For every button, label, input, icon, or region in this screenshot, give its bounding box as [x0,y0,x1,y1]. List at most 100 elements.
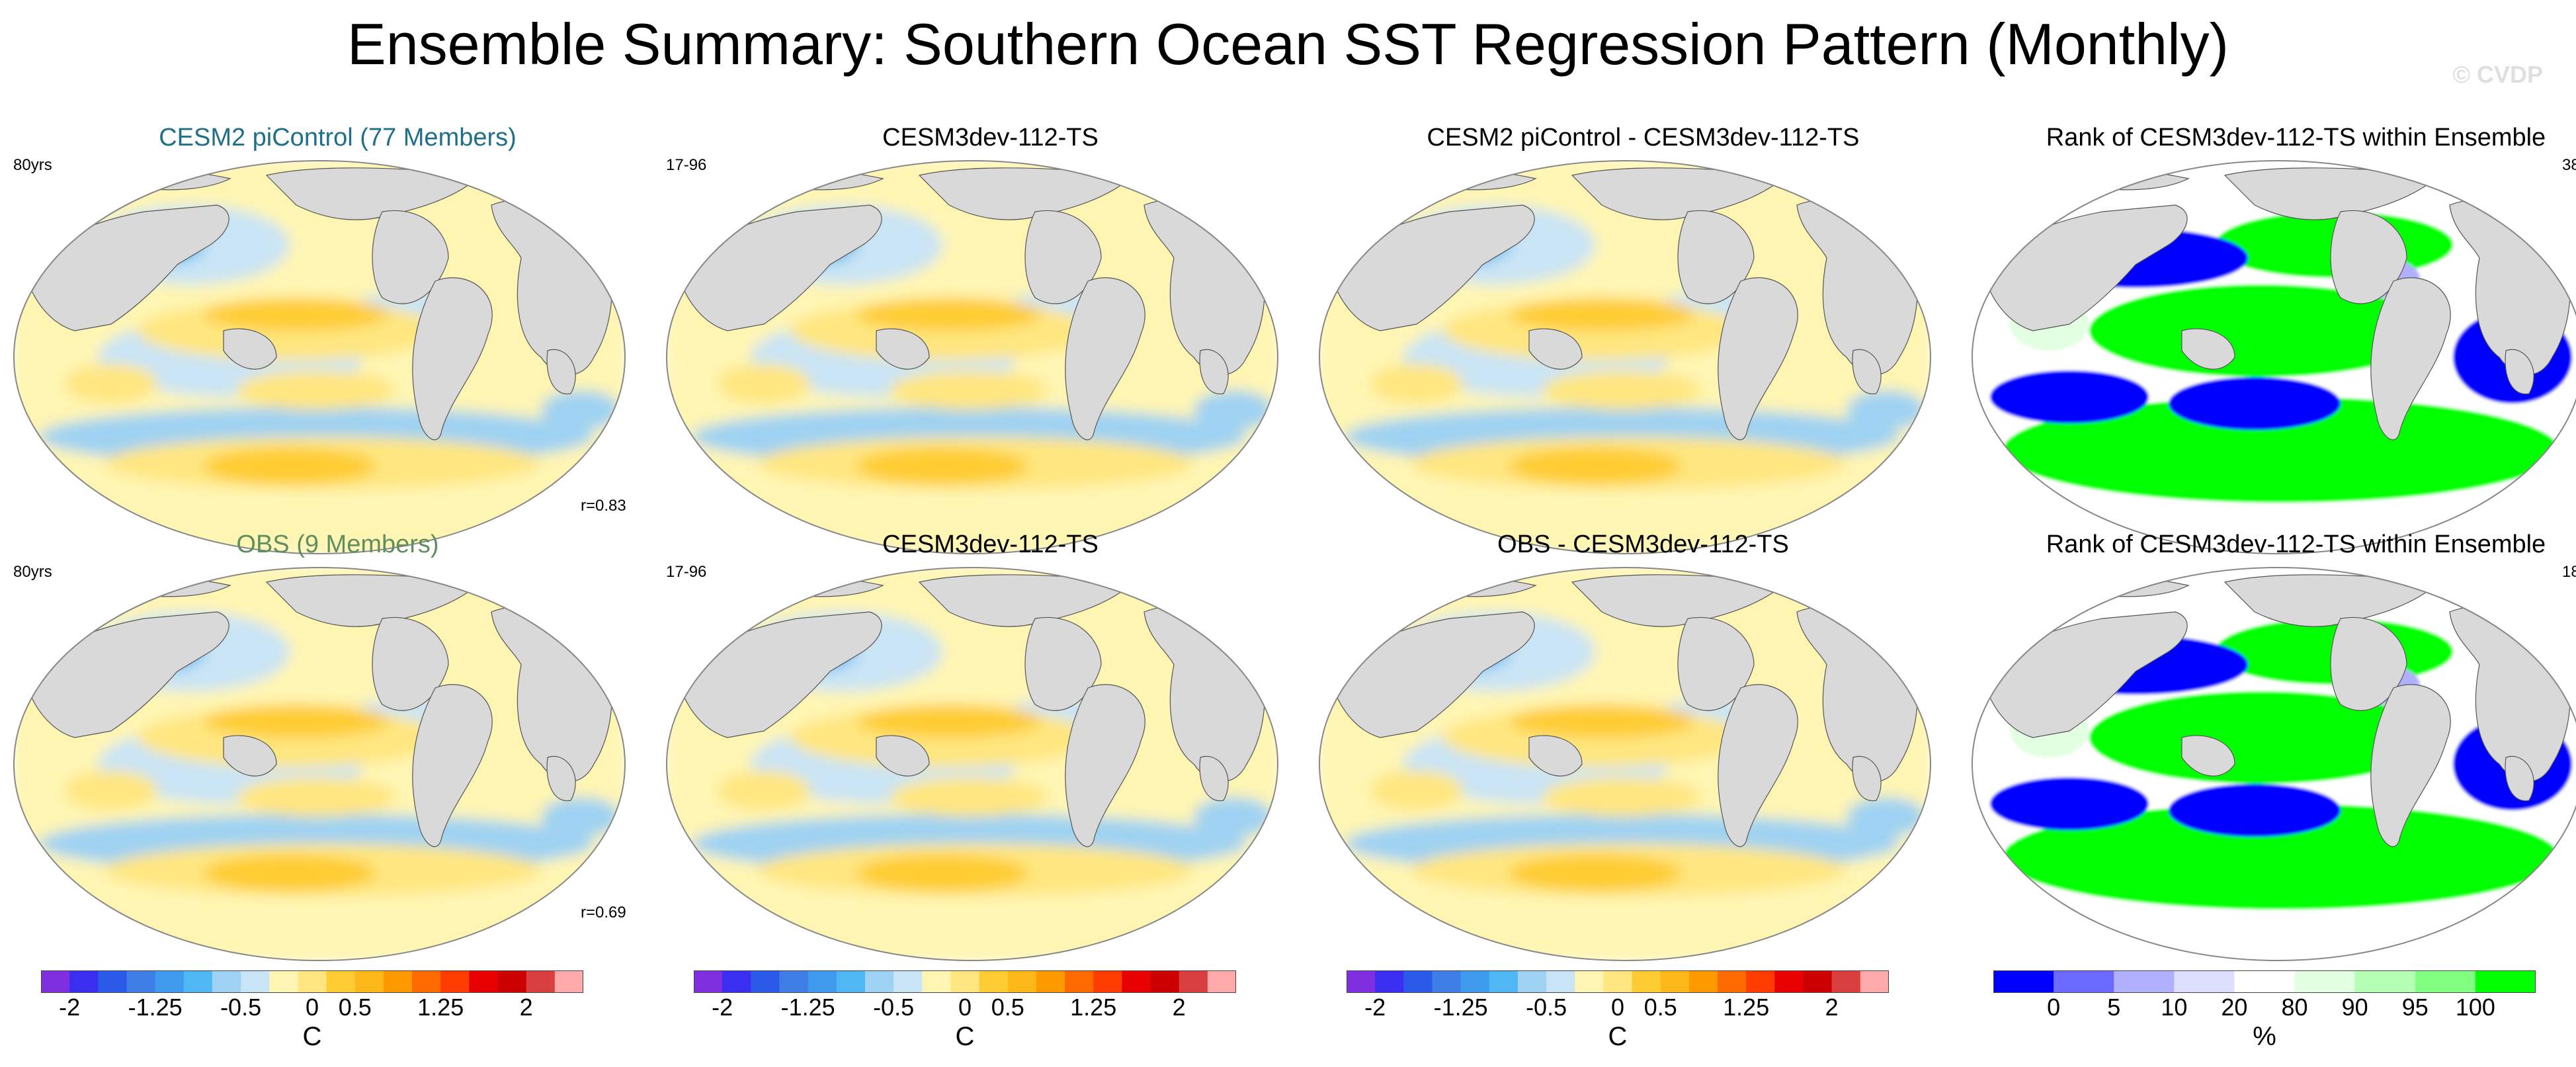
colorbar-tick-label: -0.5 [1526,994,1567,1021]
colorbar-swatch [41,970,70,993]
colorbar-tick-label: 5 [2107,994,2121,1021]
colorbar-swatch [1831,970,1861,993]
map-field [1319,161,1931,554]
colorbar-tick-label: 20 [2221,994,2248,1021]
colorbar-tick-label: 95 [2401,994,2429,1021]
map-r2c3 [1319,567,1931,961]
colorbar-swatch [922,970,951,993]
colorbar-tick-label: -2 [712,994,733,1021]
panel-title-r2c4: Rank of CESM3dev-112-TS within Ensemble [2046,531,2546,558]
panel-years-r2c1: 80yrs [13,563,52,581]
colorbar-swatch [864,970,894,993]
map-r2c4 [1972,567,2576,961]
colorbar-swatch [497,970,527,993]
colorbar-swatch [269,970,298,993]
colorbar-swatch [1774,970,1804,993]
colorbar-tick-label: 0.5 [991,994,1024,1021]
colorbar-tick-label: -1.25 [1433,994,1488,1021]
colorbar-swatch [241,970,270,993]
colorbar-1 [41,970,583,993]
colorbar-swatch [1632,970,1661,993]
map-r1c1 [13,160,626,554]
colorbar-swatch [440,970,470,993]
colorbar-tick-label: 100 [2455,994,2495,1021]
panel-years-r1c2: 17-96 [666,156,707,174]
colorbar-tick-label: 80 [2281,994,2308,1021]
colorbar-swatch [2054,970,2114,993]
colorbar-tick-label: -0.5 [873,994,915,1021]
colorbar-swatch [1546,970,1575,993]
colorbar-tick-label: 0 [305,994,319,1021]
colorbar-swatch [2294,970,2356,993]
colorbar-swatch [950,970,980,993]
map-field [667,161,1278,554]
panel-years-r1c1: 80yrs [13,156,52,174]
colorbar-swatch [694,970,723,993]
colorbar-2 [694,970,1236,993]
colorbar-tick-label: 1.25 [1070,994,1117,1021]
colorbar-swatch [1489,970,1518,993]
colorbar-swatch [469,970,499,993]
colorbar-tick-label: -2 [59,994,81,1021]
colorbar-swatch [2174,970,2235,993]
colorbar-tick-label: 2 [1172,994,1186,1021]
colorbar-swatch [808,970,837,993]
colorbar-3 [1347,970,1889,993]
colorbar-unit: C [955,1022,975,1051]
colorbar-swatch [412,970,441,993]
map-field [1319,568,1931,960]
colorbar-swatch [1207,970,1236,993]
colorbar-swatch [1036,970,1065,993]
colorbar-swatch [1603,970,1633,993]
map-field [667,568,1278,960]
colorbar-unit: % [2253,1022,2276,1051]
colorbar-tick-label: 0 [1610,994,1625,1021]
colorbar-swatch [2475,970,2536,993]
colorbar-swatch [1375,970,1404,993]
colorbar-swatch [526,970,556,993]
page-title: Ensemble Summary: Southern Ocean SST Reg… [347,11,2229,77]
colorbar-tick-label: 2 [1825,994,1839,1021]
map-field [14,161,625,554]
colorbar-tick-label: 0 [2047,994,2061,1021]
colorbar-tick-label: -1.25 [128,994,183,1021]
watermark: © CVDP [2452,61,2543,88]
colorbar-swatch [1688,970,1718,993]
colorbar-swatch [1065,970,1094,993]
colorbar-swatch [126,970,156,993]
colorbar-swatch [893,970,923,993]
colorbar-swatch [2114,970,2175,993]
colorbar-swatch [1660,970,1690,993]
colorbar-swatch [2415,970,2476,993]
colorbar-swatch [155,970,185,993]
colorbar-swatch [1746,970,1775,993]
colorbar-tick-label: 2 [519,994,533,1021]
colorbar-tick-label: 90 [2341,994,2368,1021]
colorbar-tick-label: -2 [1364,994,1386,1021]
panel-correlation-r2c1: r=0.69 [581,904,626,921]
colorbar-tick-label: 1.25 [417,994,464,1021]
colorbar-tick-label: 0 [958,994,972,1021]
map-r1c4 [1972,160,2576,554]
colorbar-tick-label: -1.25 [780,994,835,1021]
panel-years-r2c2: 17-96 [666,563,707,581]
colorbar-swatch [751,970,780,993]
map-r2c1 [13,567,626,961]
colorbar-swatch [779,970,809,993]
colorbar-swatch [98,970,127,993]
colorbar-swatch [1803,970,1833,993]
panel-correlation-r1c1: r=0.83 [581,497,626,515]
colorbar-swatch [1517,970,1547,993]
colorbar-swatch [183,970,213,993]
colorbar-tick-label: 0.5 [1643,994,1677,1021]
panel-percent-r1c4: 38% [2562,156,2576,174]
panel-percent-r2c4: 18% [2562,563,2576,581]
colorbar-swatch [1007,970,1037,993]
panel-title-r2c1: OBS (9 Members) [236,531,439,558]
colorbar-tick-label: 1.25 [1723,994,1770,1021]
colorbar-swatch [1093,970,1122,993]
panel-title-r2c2: CESM3dev-112-TS [882,531,1099,558]
colorbar-swatch [1575,970,1604,993]
colorbar-swatch [554,970,583,993]
colorbar-swatch [1460,970,1490,993]
